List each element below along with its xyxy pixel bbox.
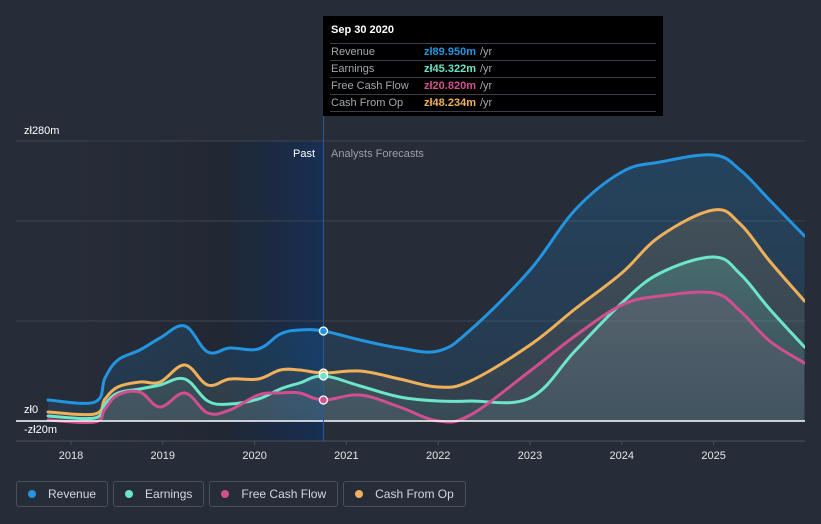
y-tick-label-zero: zł0 xyxy=(24,404,38,416)
tooltip-date: Sep 30 2020 xyxy=(330,24,656,44)
x-tick-label: 2025 xyxy=(701,450,725,462)
past-label: Past xyxy=(293,148,315,160)
y-tick-label-min: -zł20m xyxy=(24,424,57,436)
legend-dot-icon xyxy=(125,490,134,498)
tooltip-label: Free Cash Flow xyxy=(331,80,409,92)
tooltip-unit: /yr xyxy=(479,97,493,109)
legend-item-earnings[interactable]: Earnings xyxy=(113,481,205,507)
tooltip-row-revenue: Revenue zł89.950m /yr xyxy=(330,44,656,61)
tooltip-unit: /yr xyxy=(479,46,493,58)
legend-label: Revenue xyxy=(48,487,97,501)
marker-revenue xyxy=(318,326,329,336)
legend-dot-icon xyxy=(355,490,364,498)
tooltip-value: zł20.820m xyxy=(424,80,476,92)
y-tick-label-max: zł280m xyxy=(24,125,59,137)
tooltip-value: zł48.234m xyxy=(424,97,476,109)
legend-label: Free Cash Flow xyxy=(241,487,327,501)
x-tick-label: 2021 xyxy=(334,450,358,462)
x-tick-label: 2020 xyxy=(242,450,266,462)
area-free-cash-flow xyxy=(48,292,805,423)
tooltip-unit: /yr xyxy=(479,63,493,75)
data-tooltip: Sep 30 2020 Revenue zł89.950m /yr Earnin… xyxy=(323,16,663,116)
x-tick-label: 2023 xyxy=(518,450,542,462)
marker-earnings xyxy=(318,371,329,381)
tooltip-row-cash-from-op: Cash From Op zł48.234m /yr xyxy=(330,95,656,112)
tooltip-label: Revenue xyxy=(331,46,376,58)
marker-free-cash-flow xyxy=(318,395,329,405)
tooltip-unit: /yr xyxy=(479,80,493,92)
tooltip-row-free-cash-flow: Free Cash Flow zł20.820m /yr xyxy=(330,78,656,95)
tooltip-label: Earnings xyxy=(331,63,375,75)
x-tick-label: 2019 xyxy=(151,450,175,462)
legend-label: Earnings xyxy=(145,487,193,501)
legend-dot-icon xyxy=(28,490,36,498)
tooltip-label: Cash From Op xyxy=(331,97,404,109)
tooltip-value: zł89.950m xyxy=(424,46,476,58)
legend-item-revenue[interactable]: Revenue xyxy=(16,481,109,507)
tooltip-row-earnings: Earnings zł45.322m /yr xyxy=(330,61,656,78)
x-tick-label: 2018 xyxy=(59,450,83,462)
x-tick-label: 2024 xyxy=(610,450,634,462)
legend-item-free-cash-flow[interactable]: Free Cash Flow xyxy=(209,481,339,507)
chart-legend: Revenue Earnings Free Cash Flow Cash Fro… xyxy=(16,481,466,507)
x-tick-label: 2022 xyxy=(426,450,450,462)
tooltip-value: zł45.322m xyxy=(424,63,476,75)
chart-area[interactable]: 2018 2019 2020 2021 2022 2023 2024 2025 zł280m … xyxy=(0,0,821,470)
forecast-label: Analysts Forecasts xyxy=(331,148,424,160)
legend-item-cash-from-op[interactable]: Cash From Op xyxy=(343,481,466,507)
legend-label: Cash From Op xyxy=(375,487,454,501)
legend-dot-icon xyxy=(221,490,230,498)
